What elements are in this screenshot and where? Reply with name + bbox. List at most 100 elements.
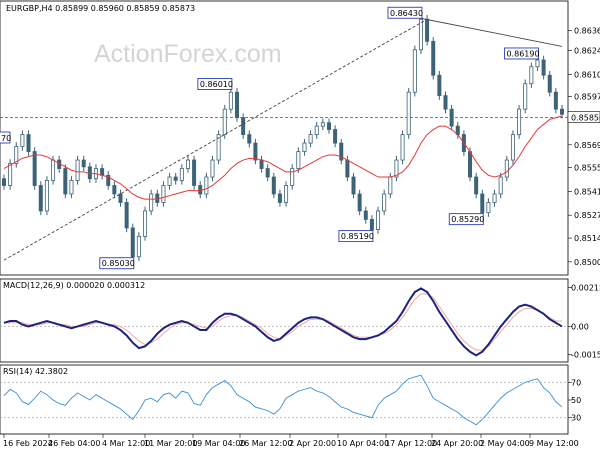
candle-body	[210, 159, 215, 178]
candle-body	[69, 180, 74, 195]
macd-y-tick-label: -0.001556	[571, 351, 600, 360]
candle-body	[106, 174, 111, 186]
candle-body	[204, 176, 209, 195]
candle-body	[541, 59, 546, 76]
time-tick-label: 26 Mar 12:00	[239, 439, 292, 448]
macd-y-tick-label: 0.00215	[571, 284, 600, 293]
swing-point-label-box	[338, 230, 374, 243]
candle-body	[431, 40, 436, 76]
candle-body	[87, 166, 92, 180]
candle-body	[443, 95, 448, 110]
candle-body	[26, 134, 31, 152]
candle-body	[235, 91, 240, 119]
time-tick-label: 2 May 04:00	[480, 439, 530, 448]
price-y-tick-label: 0.85415	[574, 187, 600, 196]
candle-body	[143, 210, 148, 237]
watermark: ActionForex.com	[94, 40, 282, 68]
candle-body	[63, 168, 68, 195]
candle-body	[474, 176, 479, 195]
candle-body	[2, 178, 7, 186]
macd-panel-title: MACD(12,26,9) 0.000020 0.000312	[3, 281, 145, 290]
support-trendline	[3, 18, 428, 261]
swing-point-label: 0.86010	[200, 80, 233, 89]
candle-body	[14, 146, 19, 164]
candle-body	[32, 151, 37, 186]
candle-body	[216, 134, 221, 161]
candle-body	[241, 117, 246, 136]
candle-body	[75, 159, 80, 181]
time-tick-label: 10 Apr 04:00	[337, 439, 389, 448]
price-y-tick-label: 0.86365	[574, 26, 600, 35]
time-tick-label: 11 Mar 20:00	[144, 439, 197, 448]
candle-body	[412, 49, 417, 93]
candle-body	[179, 168, 184, 181]
candle-body	[523, 83, 528, 110]
swing-point-label: 0.85190	[341, 232, 374, 241]
time-tick-label: 19 Mar 04:00	[192, 439, 245, 448]
resistance-trendline	[408, 15, 563, 47]
rsi-y-tick-label: 30	[571, 414, 581, 423]
candle-body	[173, 176, 178, 181]
candle-body	[400, 134, 405, 161]
candle-body	[314, 125, 319, 136]
candle-body	[130, 227, 135, 258]
candle-body	[547, 74, 552, 93]
rsi-y-axis: 70 50 30	[568, 378, 581, 423]
candle-body	[51, 159, 56, 181]
macd-y-tick-label: 0.00	[571, 322, 589, 331]
candle-body	[284, 185, 289, 203]
candle-body	[437, 74, 442, 96]
candle-body	[510, 134, 515, 161]
swing-point-label: 0.86430	[390, 9, 423, 18]
candle-body	[449, 108, 454, 127]
candle-body	[222, 108, 227, 136]
price-y-tick-label: 0.85555	[574, 164, 600, 173]
candle-body	[308, 134, 313, 144]
candle-body	[290, 168, 295, 186]
candle-body	[517, 108, 522, 136]
candle-body	[228, 91, 233, 110]
candle-body	[302, 142, 307, 152]
price-y-tick-label: 0.85975	[574, 92, 600, 101]
macd-line	[3, 287, 563, 357]
candle-body	[333, 129, 338, 144]
candle-body	[351, 176, 356, 195]
candle-body	[486, 202, 491, 214]
candle-body	[320, 122, 325, 127]
time-tick-label: 17 Apr 12:00	[385, 439, 437, 448]
candle-body	[265, 168, 270, 178]
candle-body	[100, 168, 105, 176]
candle-body	[357, 193, 362, 212]
candle-body	[326, 122, 331, 130]
candle-body	[425, 18, 430, 42]
candle-body	[155, 193, 160, 203]
candle-body	[192, 159, 197, 186]
candle-body	[498, 176, 503, 195]
rsi-panel: RSI(14) 42.3802 70 50 30	[0, 364, 581, 435]
candle-body	[149, 193, 154, 212]
candle-body	[376, 210, 381, 230]
time-tick-label: 9 May 12:00	[529, 439, 579, 448]
candle-body	[20, 134, 25, 147]
candle-body	[271, 176, 276, 195]
price-y-tick-label: 0.86105	[574, 70, 600, 79]
candle-body	[185, 159, 190, 169]
price-panel-frame	[0, 0, 569, 276]
candle-body	[369, 219, 374, 230]
candle-body	[345, 159, 350, 178]
candle-body	[406, 91, 411, 136]
macd-panel: MACD(12,26,9) 0.000020 0.000312 0.002150…	[0, 278, 600, 363]
candle-body	[388, 176, 393, 195]
time-tick-label: 4 Mar 12:00	[102, 439, 150, 448]
candle-body	[161, 185, 166, 203]
swing-point-label: 0.85030	[102, 259, 135, 268]
price-y-tick-label: 0.85275	[574, 211, 600, 220]
macd-y-axis: 0.00215 0.00 -0.001556	[568, 284, 600, 360]
price-panel-title: EURGBP,H4 0.85899 0.85960 0.85859 0.8587…	[6, 4, 195, 13]
candle-body	[492, 193, 497, 203]
candle-body	[504, 159, 509, 178]
price-plot: 0.85030 0.86010 0.85190 0.86430 0.85290 0.861…	[0, 6, 568, 270]
candle-body	[480, 193, 485, 214]
